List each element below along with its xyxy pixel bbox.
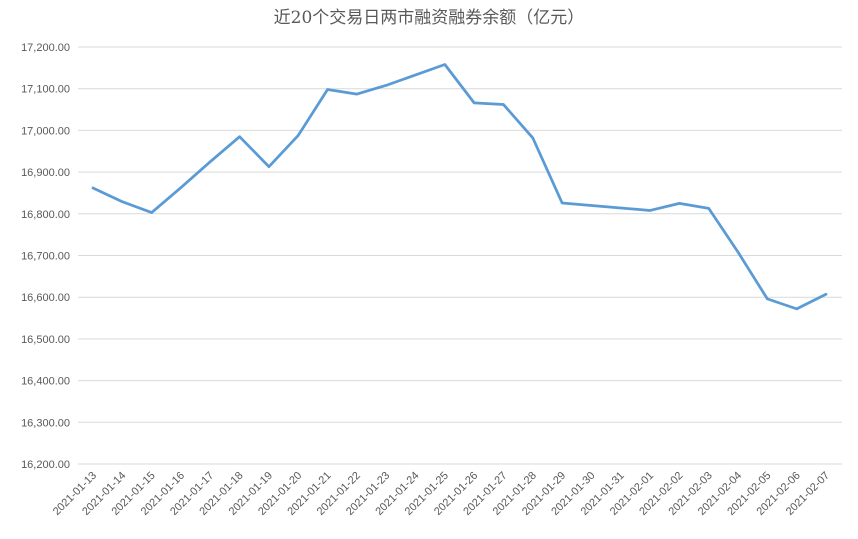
data-point bbox=[414, 73, 417, 77]
data-point bbox=[648, 209, 652, 212]
data-point bbox=[531, 136, 534, 140]
data-point bbox=[443, 63, 447, 66]
data-point bbox=[590, 204, 593, 207]
data-point bbox=[824, 293, 828, 296]
data-point bbox=[179, 186, 183, 189]
data-point bbox=[560, 201, 564, 205]
data-point bbox=[795, 307, 798, 311]
y-tick-label: 16,600.00 bbox=[21, 292, 70, 304]
data-point bbox=[209, 160, 212, 163]
y-tick-label: 16,500.00 bbox=[21, 334, 70, 346]
data-point bbox=[678, 202, 681, 205]
gridlines bbox=[78, 46, 842, 465]
data-point bbox=[238, 135, 241, 138]
y-tick-label: 16,900.00 bbox=[21, 167, 70, 179]
data-point bbox=[326, 88, 329, 91]
data-point bbox=[385, 84, 388, 87]
data-point bbox=[502, 103, 505, 106]
series-line-0 bbox=[91, 63, 828, 311]
y-tick-label: 17,000.00 bbox=[21, 125, 70, 137]
data-point bbox=[121, 200, 124, 203]
data-point bbox=[736, 250, 740, 254]
y-tick-label: 16,700.00 bbox=[21, 251, 70, 263]
y-tick-label: 17,200.00 bbox=[21, 42, 70, 54]
y-tick-label: 17,100.00 bbox=[21, 84, 70, 96]
y-axis-labels: 16,200.00 16,300.00 16,400.00 16,500.00 16,6… bbox=[21, 42, 70, 471]
data-point bbox=[707, 207, 710, 210]
data-point bbox=[267, 165, 271, 168]
data-point bbox=[619, 206, 622, 210]
data-point bbox=[91, 186, 95, 190]
data-point bbox=[766, 297, 769, 301]
series-group bbox=[91, 63, 828, 311]
data-point bbox=[297, 134, 300, 137]
data-point bbox=[355, 92, 359, 96]
y-tick-label: 16,300.00 bbox=[21, 417, 70, 429]
chart-title: 近20个交易日两市融资融券余额（亿元） bbox=[274, 8, 585, 28]
y-tick-label: 16,200.00 bbox=[21, 459, 70, 471]
y-tick-label: 16,400.00 bbox=[21, 376, 70, 388]
y-tick-label: 16,800.00 bbox=[21, 209, 70, 221]
x-axis-labels: 2021-01-132021-01-142021-01-152021-01-16… bbox=[51, 470, 832, 518]
data-point bbox=[472, 101, 476, 105]
data-point bbox=[150, 211, 153, 214]
